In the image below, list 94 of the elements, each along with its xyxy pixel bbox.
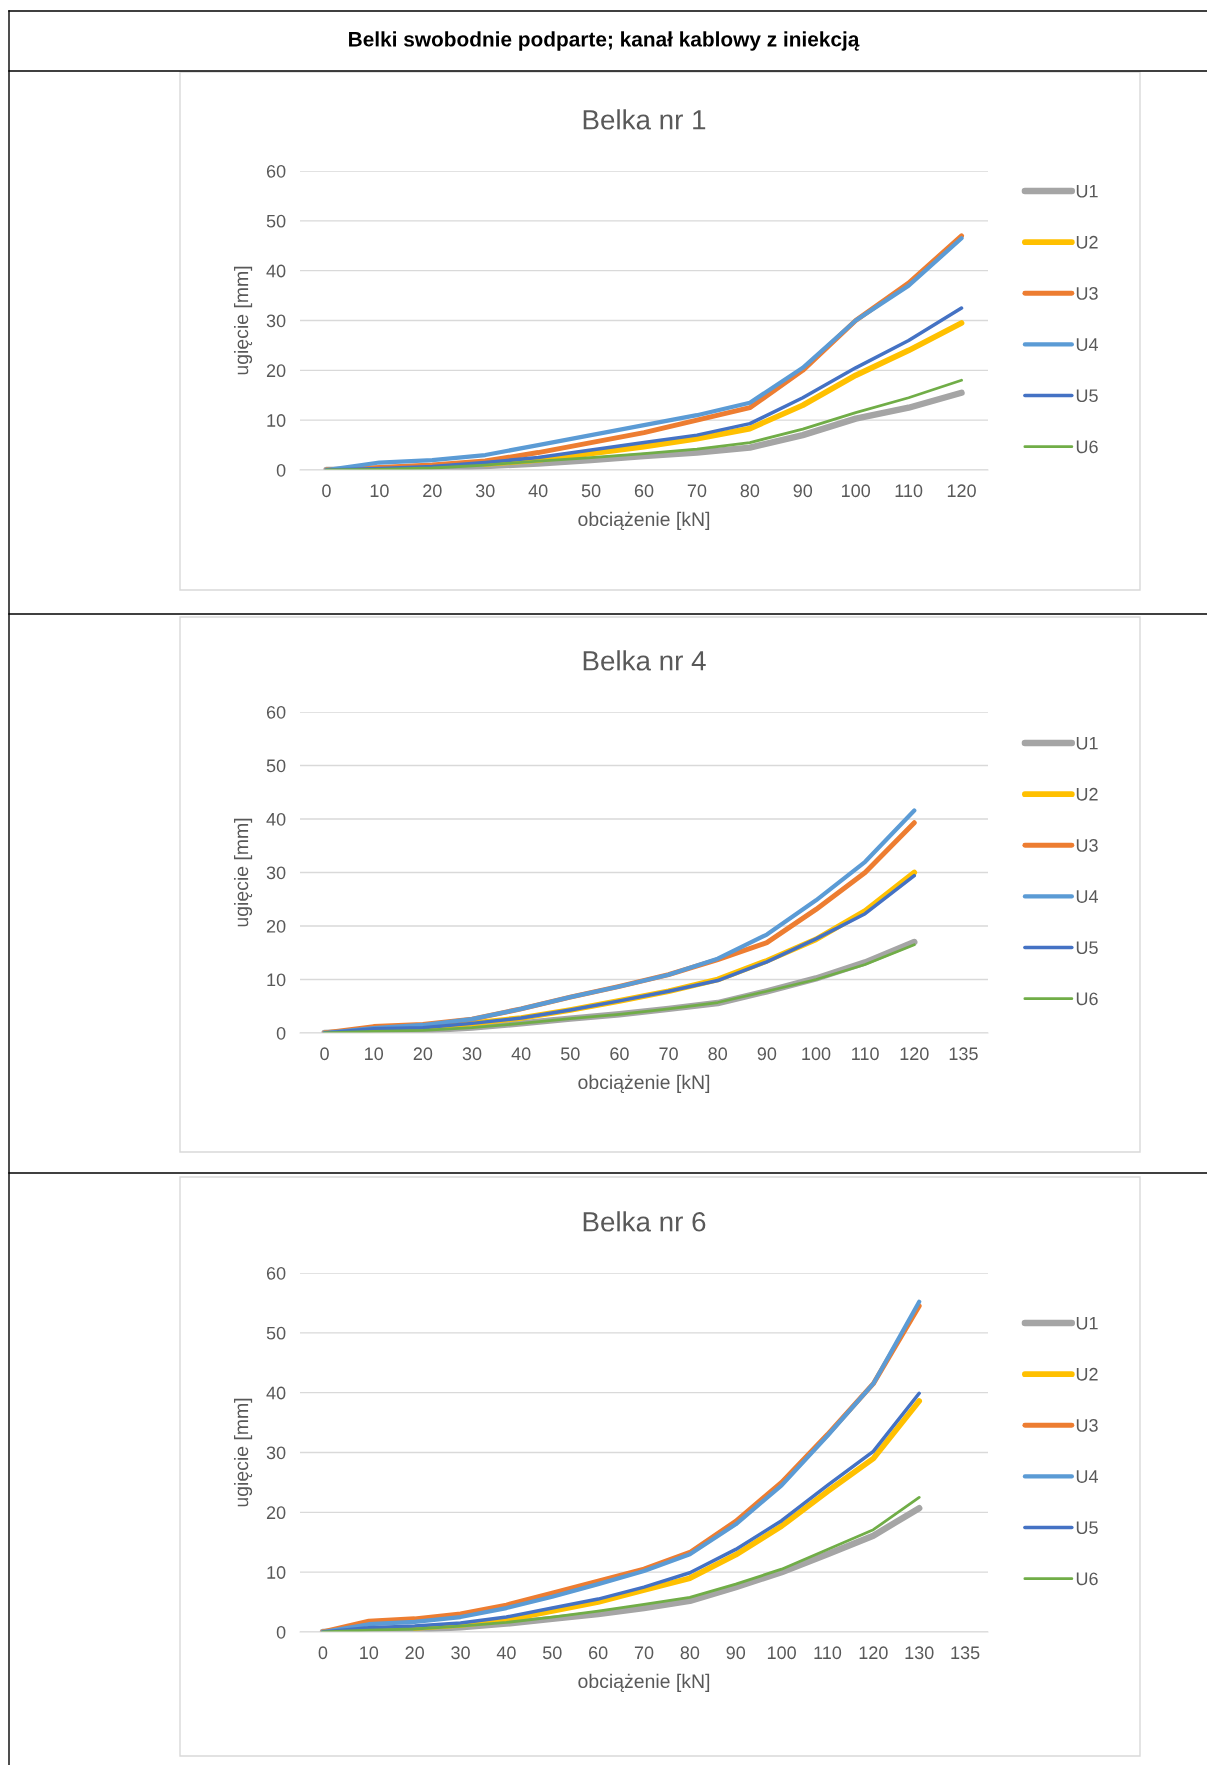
legend-label: U3: [1076, 838, 1098, 852]
x-tick-label: 50: [560, 1047, 580, 1061]
legend-label: U5: [1076, 941, 1098, 955]
x-axis-title: obciążenie [kN]: [578, 1074, 710, 1093]
x-tick-label: 70: [634, 1646, 654, 1660]
x-tick-label: 120: [859, 1646, 888, 1660]
legend-label: U5: [1076, 1521, 1098, 1535]
x-tick-label: 40: [528, 484, 548, 498]
x-tick-label: 40: [511, 1047, 531, 1061]
x-tick-label: 50: [581, 484, 601, 498]
chart-title: Belka nr 6: [583, 1211, 706, 1232]
x-tick-label: 135: [949, 1047, 978, 1061]
legend-label: U4: [1076, 1470, 1098, 1483]
chart-title: Belka nr 1: [583, 109, 706, 130]
x-tick-label: 10: [365, 1047, 384, 1061]
x-tick-label: 70: [687, 484, 707, 498]
x-tick-label: 0: [318, 1646, 328, 1660]
x-tick-label: 30: [475, 484, 495, 498]
x-tick-label: 10: [360, 1646, 379, 1660]
x-tick-label: 80: [708, 1047, 728, 1061]
legend-label: U4: [1076, 890, 1098, 903]
x-tick-label: 110: [895, 484, 923, 498]
y-tick-label: 20: [266, 919, 286, 933]
legend-label: U3: [1076, 286, 1098, 300]
x-tick-label: 120: [900, 1047, 929, 1061]
legend-label: U2: [1076, 787, 1098, 801]
y-tick-label: 10: [267, 1566, 286, 1579]
x-tick-label: 90: [757, 1047, 777, 1061]
x-tick-label: 0: [320, 1047, 329, 1061]
x-tick-label: 110: [814, 1646, 842, 1660]
x-tick-label: 110: [852, 1047, 879, 1061]
legend-label: U1: [1076, 736, 1098, 750]
x-tick-label: 40: [496, 1646, 516, 1660]
x-tick-label: 90: [726, 1646, 746, 1660]
y-tick-label: 30: [266, 314, 286, 328]
y-axis-title: ugięcie [mm]: [234, 1398, 253, 1507]
legend-label: U4: [1076, 338, 1098, 351]
x-tick-label: 20: [405, 1646, 424, 1660]
x-tick-label: 100: [802, 1047, 831, 1061]
y-tick-label: 20: [266, 1506, 286, 1520]
y-tick-label: 40: [266, 264, 286, 278]
y-tick-label: 40: [266, 1386, 286, 1400]
y-tick-label: 50: [266, 759, 286, 773]
x-tick-label: 80: [740, 484, 760, 498]
y-tick-label: 0: [276, 1026, 286, 1040]
legend-label: U2: [1076, 235, 1098, 249]
legend-label: U6: [1076, 440, 1098, 454]
y-tick-label: 10: [267, 973, 286, 987]
x-tick-label: 30: [462, 1047, 482, 1061]
y-tick-label: 50: [266, 214, 286, 228]
x-tick-label: 100: [842, 484, 871, 498]
y-tick-label: 30: [266, 866, 286, 880]
legend-label: U2: [1076, 1367, 1098, 1381]
x-tick-label: 70: [659, 1047, 678, 1061]
text: Belki swobodnie podparte; kanał kablowy z iniekcją: [349, 31, 860, 51]
y-tick-label: 0: [276, 1625, 286, 1639]
legend-label: U3: [1076, 1418, 1098, 1432]
x-tick-label: 0: [322, 484, 331, 498]
y-tick-label: 60: [266, 705, 286, 719]
x-tick-label: 120: [947, 484, 976, 498]
y-tick-label: 40: [266, 812, 286, 826]
x-tick-label: 60: [610, 1047, 629, 1061]
y-tick-label: 60: [266, 164, 286, 178]
x-axis-title: obciążenie [kN]: [578, 1673, 710, 1692]
legend-label: U6: [1076, 992, 1098, 1006]
line-series: [321, 1391, 921, 1632]
y-tick-label: 0: [276, 463, 286, 477]
y-axis-title: ugięcie [mm]: [234, 266, 253, 375]
y-tick-label: 60: [266, 1266, 286, 1280]
y-tick-label: 30: [266, 1446, 286, 1460]
y-tick-label: 50: [266, 1326, 286, 1340]
legend-label: U1: [1076, 1316, 1098, 1330]
x-tick-label: 130: [905, 1646, 934, 1660]
legend-label: U6: [1076, 1572, 1098, 1586]
x-tick-label: 80: [680, 1646, 700, 1660]
x-tick-label: 100: [767, 1646, 796, 1660]
y-axis-title: ugięcie [mm]: [234, 818, 253, 927]
x-tick-label: 10: [370, 484, 389, 498]
x-tick-label: 60: [634, 484, 654, 498]
x-tick-label: 20: [423, 484, 442, 498]
x-tick-label: 60: [589, 1646, 608, 1660]
y-tick-label: 10: [267, 414, 286, 427]
line-series: [322, 873, 917, 1033]
x-tick-label: 135: [951, 1646, 980, 1660]
legend-label: U5: [1076, 389, 1098, 403]
line-series: [324, 306, 964, 470]
x-axis-title: obciążenie [kN]: [578, 511, 710, 530]
x-tick-label: 50: [542, 1646, 562, 1660]
chart-title: Belka nr 4: [583, 650, 706, 671]
x-tick-label: 30: [451, 1646, 470, 1660]
x-tick-label: 90: [793, 484, 813, 498]
x-tick-label: 20: [413, 1047, 433, 1061]
legend-label: U1: [1076, 184, 1098, 198]
y-tick-label: 20: [266, 364, 286, 378]
